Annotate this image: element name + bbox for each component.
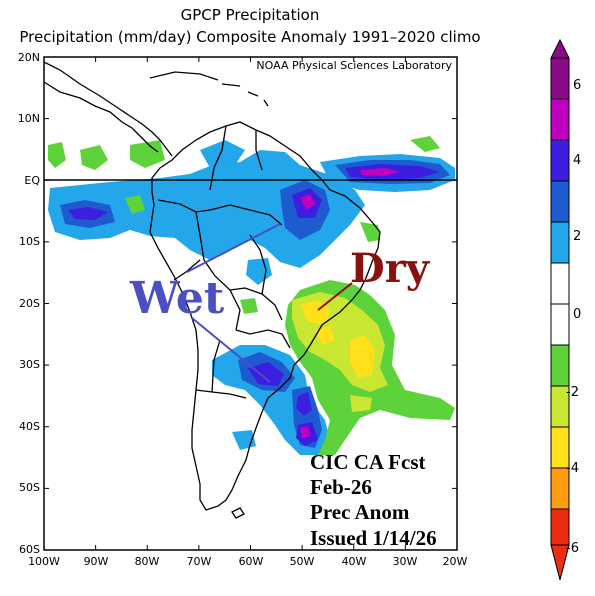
dry-core-yellow-c	[315, 326, 335, 345]
lat-label-60s: 60S	[19, 543, 40, 556]
dry-region-yellowgreen-b	[350, 395, 372, 412]
colorbar-seg-4	[550, 139, 570, 182]
lat-label-50s: 50S	[19, 481, 40, 494]
longitude-axis: 100W 90W 80W 70W 60W 50W 40W 30W 20W	[28, 555, 467, 568]
wet-pointer-north	[186, 223, 281, 273]
lon-label-40w: 40W	[342, 555, 367, 568]
wet-patch-small-a	[246, 258, 272, 285]
colorbar-top-arrow	[550, 38, 570, 59]
colorbar-seg-3	[550, 180, 570, 223]
lon-label-80w: 80W	[135, 555, 160, 568]
wet-max-south	[300, 426, 311, 438]
dry-patch-coast	[360, 222, 380, 242]
lon-label-30w: 30W	[393, 555, 418, 568]
colorbar-bottom-arrow	[550, 544, 570, 581]
colorbar-seg-2	[550, 221, 570, 264]
forecast-line-4: Issued 1/14/26	[310, 526, 437, 550]
map-subtitle: Precipitation (mm/day) Composite Anomaly…	[19, 28, 481, 46]
central-america-coastline	[44, 61, 173, 157]
forecast-line-1: CIC CA Fcst	[310, 450, 426, 474]
credit-label: NOAA Physical Sciences Laboratory	[256, 59, 452, 72]
lon-label-100w: 100W	[28, 555, 60, 568]
colorbar-seg-6	[550, 57, 570, 100]
colorbar-seg-5	[550, 98, 570, 141]
dry-patch-south	[240, 298, 258, 314]
caribbean-islands	[149, 71, 269, 107]
dry-patch-north-c	[48, 142, 66, 168]
latitude-axis: 20N 10N EQ 10S 20S 30S 40S 50S 60S	[18, 51, 41, 556]
map-title: GPCP Precipitation	[180, 6, 320, 24]
wet-max-central	[300, 194, 316, 210]
wet-max-east	[360, 168, 400, 176]
wet-patch-north-a	[200, 140, 245, 168]
lat-label-10n: 10N	[18, 112, 40, 125]
colorbar-label-4: 4	[573, 153, 581, 168]
lon-label-90w: 90W	[84, 555, 109, 568]
lat-label-10s: 10S	[19, 235, 40, 248]
colorbar-label-m6: -6	[566, 541, 579, 556]
lon-label-70w: 70W	[187, 555, 212, 568]
colorbar-seg-m2	[550, 344, 570, 387]
colorbar-labels: 6 4 2 0 -2 -4 -6	[566, 78, 581, 556]
coastlines	[44, 61, 381, 519]
colorbar-seg-m1	[550, 303, 570, 346]
lon-label-60w: 60W	[239, 555, 264, 568]
colorbar	[550, 38, 570, 581]
wet-pointer-south	[191, 317, 271, 383]
south-america-coastline	[149, 121, 381, 511]
colorbar-seg-m6	[550, 508, 570, 546]
colorbar-label-6: 6	[573, 78, 581, 93]
forecast-info: CIC CA Fcst Feb-26 Prec Anom Issued 1/14…	[310, 450, 437, 550]
country-borders	[157, 125, 291, 399]
axis-tick-marks	[43, 56, 458, 551]
lat-label-30s: 30S	[19, 358, 40, 371]
lat-label-eq: EQ	[24, 174, 40, 187]
dry-patch-east	[410, 136, 440, 152]
colorbar-label-2: 2	[573, 229, 581, 244]
dry-patch-north-b	[130, 140, 165, 168]
wet-core-south-b	[296, 392, 312, 416]
dry-core-yellow-b	[350, 335, 375, 378]
lon-label-50w: 50W	[290, 555, 315, 568]
anomaly-fields	[48, 136, 455, 455]
wet-core-south	[248, 362, 284, 386]
lon-label-20w: 20W	[443, 555, 468, 568]
colorbar-label-m4: -4	[566, 461, 579, 476]
colorbar-label-0: 0	[573, 307, 581, 322]
forecast-line-3: Prec Anom	[310, 500, 410, 524]
lat-label-20s: 20S	[19, 297, 40, 310]
dry-patch-west	[125, 195, 145, 214]
dry-patch-north	[80, 145, 108, 170]
dry-annotation: Dry	[350, 245, 431, 292]
lat-label-40s: 40S	[19, 420, 40, 433]
lat-label-20n: 20N	[18, 51, 40, 64]
colorbar-seg-1	[550, 262, 570, 305]
falkland-islands	[231, 507, 245, 519]
dry-pointer	[317, 282, 353, 311]
wet-annotation: Wet	[129, 273, 225, 324]
colorbar-label-m2: -2	[566, 385, 579, 400]
wet-core-west	[68, 207, 108, 220]
forecast-line-2: Feb-26	[310, 475, 372, 499]
